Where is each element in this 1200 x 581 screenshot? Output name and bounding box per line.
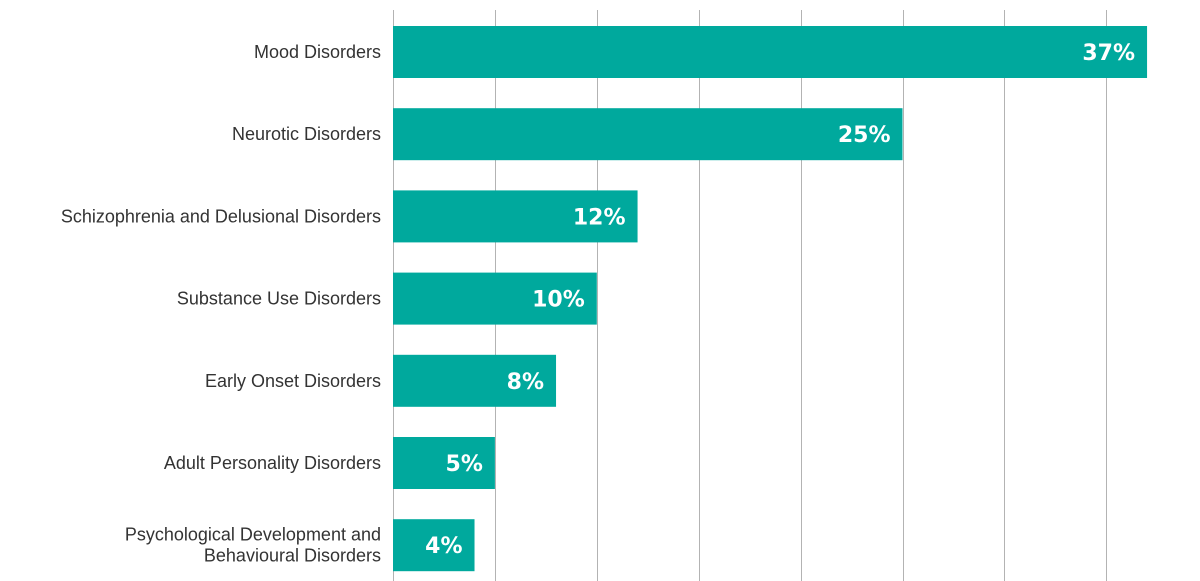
value-label-3: 10%	[532, 288, 585, 313]
bar-6	[393, 519, 475, 572]
bar-2	[393, 190, 638, 243]
value-label-1: 25%	[838, 123, 891, 148]
category-label-3: Substance Use Disorders	[177, 289, 381, 309]
category-label-6: Psychological Development and Behavioural…	[125, 525, 381, 566]
category-label-0: Mood Disorders	[254, 42, 381, 62]
value-label-6: 4%	[425, 534, 462, 559]
category-label-1: Neurotic Disorders	[232, 124, 381, 144]
value-label-0: 37%	[1082, 41, 1135, 66]
value-label-5: 5%	[446, 452, 483, 477]
bars	[393, 26, 1148, 572]
category-label-5: Adult Personality Disorders	[164, 453, 381, 473]
value-label-2: 12%	[573, 205, 626, 230]
bar-1	[393, 108, 903, 161]
category-labels: Mood Disorders Neurotic Disorders Schizoph…	[61, 42, 381, 566]
bar-5	[393, 437, 495, 489]
value-label-4: 8%	[507, 370, 544, 395]
bar-0	[393, 26, 1148, 78]
value-labels: 37% 25% 12% 10% 8% 5% 4%	[425, 41, 1135, 559]
category-label-2: Schizophrenia and Delusional Disorders	[61, 206, 381, 226]
grid	[393, 10, 1107, 581]
bar-4	[393, 354, 557, 407]
category-label-4: Early Onset Disorders	[205, 371, 381, 391]
bar-3	[393, 272, 597, 325]
